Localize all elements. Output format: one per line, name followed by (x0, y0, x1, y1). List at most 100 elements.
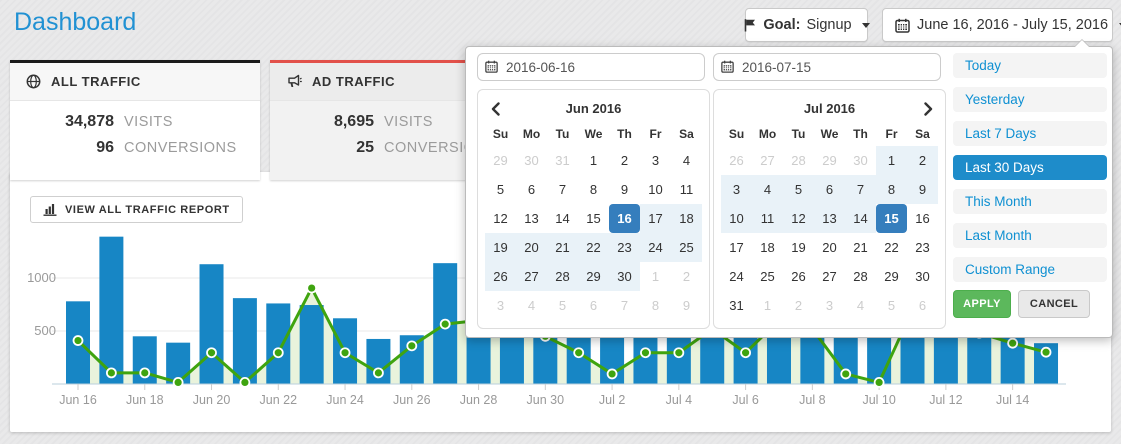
cancel-button[interactable]: CANCEL (1018, 290, 1090, 318)
start-date-input[interactable] (477, 53, 705, 81)
date-range-button[interactable]: June 16, 2016 - July 15, 2016 (882, 8, 1121, 42)
conversions-point[interactable] (306, 282, 318, 294)
calendar-day[interactable]: 25 (671, 233, 702, 262)
calendar-day[interactable]: 7 (620, 298, 629, 313)
calendar-day[interactable]: 30 (853, 153, 868, 168)
conversions-point[interactable] (873, 377, 885, 388)
goal-selector-button[interactable]: Goal: Signup (745, 8, 870, 42)
calendar-day[interactable]: 30 (609, 262, 640, 291)
calendar-day[interactable]: 10 (721, 204, 752, 233)
calendar-day[interactable]: 6 (589, 298, 598, 313)
calendar-day[interactable]: 22 (884, 240, 899, 255)
calendar-day[interactable]: 15 (876, 204, 907, 233)
calendar-day[interactable]: 28 (853, 269, 868, 284)
calendar-day[interactable]: 8 (589, 182, 598, 197)
calendar-day[interactable]: 2 (907, 146, 938, 175)
conversions-point[interactable] (640, 347, 651, 359)
calendar-day[interactable]: 14 (555, 211, 570, 226)
calendar-day[interactable]: 31 (555, 153, 570, 168)
conversions-point[interactable] (573, 347, 585, 359)
visits-bar[interactable] (299, 305, 324, 384)
calendar-day[interactable]: 7 (845, 175, 876, 204)
calendar-day[interactable]: 21 (853, 240, 868, 255)
calendar-day[interactable]: 9 (620, 182, 629, 197)
calendar-day[interactable]: 3 (721, 175, 752, 204)
conversions-point[interactable] (105, 367, 117, 379)
calendar-day[interactable]: 19 (485, 233, 516, 262)
calendar-day[interactable]: 10 (648, 182, 663, 197)
calendar-day[interactable]: 27 (516, 262, 547, 291)
visits-bar[interactable] (199, 264, 224, 384)
calendar-day[interactable]: 17 (640, 204, 671, 233)
conversions-point[interactable] (239, 377, 251, 388)
calendar-day[interactable]: 2 (794, 298, 803, 313)
conversions-point[interactable] (272, 347, 284, 359)
calendar-day[interactable]: 3 (651, 153, 660, 168)
calendar-day[interactable]: 4 (752, 175, 783, 204)
calendar-day[interactable]: 12 (493, 211, 508, 226)
conversions-point[interactable] (406, 340, 418, 352)
preset-range-item[interactable]: Last 30 Days (953, 155, 1107, 180)
calendar-day[interactable]: 2 (682, 269, 691, 284)
conversions-point[interactable] (339, 347, 351, 359)
calendar-day[interactable]: 20 (822, 240, 837, 255)
calendar-day[interactable]: 13 (524, 211, 539, 226)
calendar-day[interactable]: 5 (558, 298, 567, 313)
calendar-day[interactable]: 5 (887, 298, 896, 313)
calendar-day[interactable]: 13 (814, 204, 845, 233)
calendar-day[interactable]: 6 (527, 182, 536, 197)
calendar-day[interactable]: 16 (915, 211, 930, 226)
calendar-day[interactable]: 4 (682, 153, 691, 168)
calendar-day[interactable]: 1 (589, 153, 598, 168)
conversions-point[interactable] (139, 367, 151, 379)
conversions-point[interactable] (673, 347, 685, 359)
calendar-day[interactable]: 26 (791, 269, 806, 284)
conversions-point[interactable] (740, 347, 751, 359)
preset-range-item[interactable]: This Month (953, 189, 1107, 214)
preset-range-item[interactable]: Yesterday (953, 87, 1107, 112)
calendar-day[interactable]: 28 (791, 153, 806, 168)
next-month-button[interactable] (917, 100, 939, 118)
calendar-day[interactable]: 6 (918, 298, 927, 313)
calendar-day[interactable]: 1 (763, 298, 772, 313)
visits-bar[interactable] (266, 303, 291, 384)
prev-month-button[interactable] (484, 100, 506, 118)
conversions-point[interactable] (439, 318, 451, 330)
preset-range-item[interactable]: Today (953, 53, 1107, 78)
calendar-day[interactable]: 4 (527, 298, 536, 313)
calendar-day[interactable]: 15 (586, 211, 601, 226)
calendar-day[interactable]: 29 (493, 153, 508, 168)
calendar-day[interactable]: 6 (814, 175, 845, 204)
calendar-day[interactable]: 25 (760, 269, 775, 284)
calendar-day[interactable]: 26 (729, 153, 744, 168)
view-all-traffic-report-button[interactable]: VIEW ALL TRAFFIC REPORT (30, 196, 243, 223)
calendar-day[interactable]: 11 (679, 182, 694, 197)
calendar-day[interactable]: 23 (915, 240, 930, 255)
calendar-day[interactable]: 17 (729, 240, 744, 255)
calendar-day[interactable]: 18 (671, 204, 702, 233)
calendar-day[interactable]: 1 (651, 269, 660, 284)
conversions-point[interactable] (1040, 346, 1052, 358)
conversions-point[interactable] (172, 377, 184, 388)
tab-all-traffic[interactable]: ALL TRAFFIC 34,878 VISITS 96 CONVERSIONS (10, 60, 260, 180)
preset-range-item[interactable]: Last Month (953, 223, 1107, 248)
visits-bar[interactable] (99, 236, 124, 384)
calendar-day[interactable]: 2 (620, 153, 629, 168)
apply-button[interactable]: APPLY (953, 290, 1011, 318)
calendar-day[interactable]: 7 (558, 182, 567, 197)
calendar-day[interactable]: 20 (516, 233, 547, 262)
conversions-point[interactable] (373, 367, 384, 379)
calendar-day[interactable]: 8 (876, 175, 907, 204)
calendar-day[interactable]: 26 (485, 262, 516, 291)
conversions-point[interactable] (206, 347, 217, 359)
calendar-day[interactable]: 24 (729, 269, 744, 284)
calendar-day[interactable]: 3 (496, 298, 505, 313)
conversions-point[interactable] (72, 335, 84, 346)
preset-range-item[interactable]: Last 7 Days (953, 121, 1107, 146)
calendar-day[interactable]: 3 (825, 298, 834, 313)
calendar-day[interactable]: 18 (760, 240, 775, 255)
calendar-day[interactable]: 5 (496, 182, 505, 197)
calendar-day[interactable]: 21 (547, 233, 578, 262)
end-date-input[interactable] (713, 53, 941, 81)
calendar-day[interactable]: 1 (876, 146, 907, 175)
